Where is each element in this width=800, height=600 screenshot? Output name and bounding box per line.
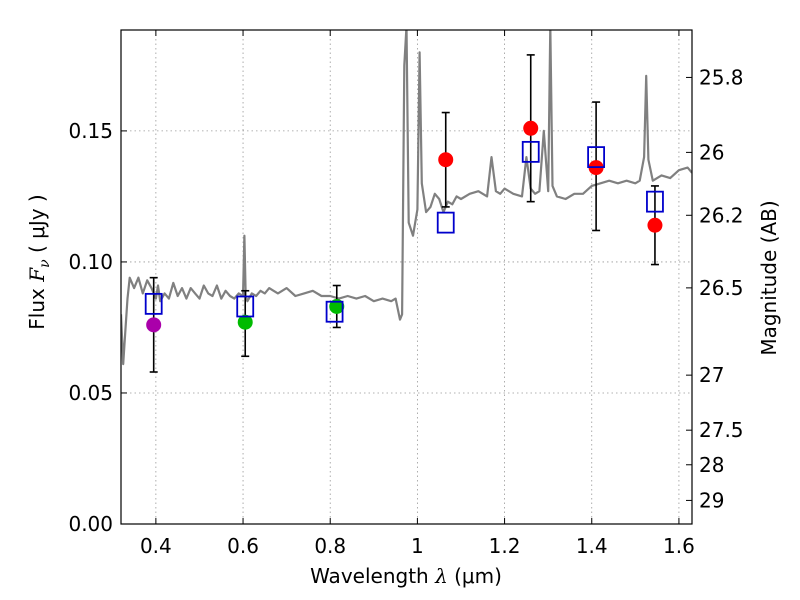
observed-point-0 (146, 317, 162, 333)
model-spectrum-line (121, 30, 692, 366)
model-photometry-box-1 (236, 295, 255, 318)
x-tick-label-3: 1 (411, 534, 424, 558)
observed-point-2 (329, 298, 345, 314)
observed-point-6 (647, 217, 663, 233)
observed-point-4 (523, 120, 539, 136)
model-photometry-box-4 (521, 140, 540, 163)
y-axis-label-units: ( μJy ) (25, 194, 49, 259)
x-tick-label-5: 1.4 (576, 534, 608, 558)
y2-tick-label-3: 26.5 (699, 276, 744, 300)
y-tick-label-0: 0.00 (68, 512, 113, 536)
marker-area (144, 54, 664, 373)
y2-tick-label-6: 28 (699, 453, 724, 477)
x-axis-label-symbol: λ (434, 564, 448, 588)
y-axis-label-sub: ν (37, 259, 53, 268)
observed-point-1 (237, 314, 253, 330)
y2-tick-label-7: 29 (699, 488, 724, 512)
y2-tick-label-2: 26.2 (699, 203, 744, 227)
x-axis-label-units: (μm) (448, 564, 502, 588)
model-photometry-box-5 (587, 146, 606, 169)
y-tick-label-1: 0.05 (68, 381, 113, 405)
series-area (121, 30, 692, 366)
plot-frame (120, 29, 693, 525)
model-photometry-box-6 (646, 190, 664, 213)
y2-tick-label-5: 27.5 (699, 418, 744, 442)
y-tick-label-3: 0.15 (68, 119, 113, 143)
y-axis-label-prefix: Flux (25, 282, 49, 330)
y-axis-label: Flux Fν ( μJy ) (25, 194, 53, 329)
y-tick-label-2: 0.10 (68, 250, 113, 274)
x-tick-label-1: 0.6 (227, 534, 259, 558)
axes: 0.4 0.6 0.8 1 1.2 1.4 1.6 0.00 0.05 0.10 0.15 25.8 2… (68, 30, 744, 558)
x-tick-label-6: 1.6 (663, 534, 695, 558)
y-axis-label-symbol: F (25, 267, 49, 283)
model-photometry-box-0 (144, 292, 163, 315)
x-axis-label-prefix: Wavelength (310, 564, 435, 588)
model-photometry-box-3 (436, 211, 455, 234)
x-tick-label-4: 1.2 (489, 534, 521, 558)
x-tick-label-2: 0.8 (314, 534, 346, 558)
y2-tick-label-4: 27 (699, 363, 724, 387)
model-photometry-box-2 (325, 300, 344, 323)
x-tick-label-0: 0.4 (140, 534, 172, 558)
y2-axis-label: Magnitude (AB) (757, 200, 781, 355)
y2-tick-label-0: 25.8 (699, 65, 744, 89)
y2-tick-label-1: 26 (699, 140, 724, 164)
observed-point-3 (438, 152, 454, 168)
x-axis-label: Wavelength λ (μm) (310, 564, 502, 588)
